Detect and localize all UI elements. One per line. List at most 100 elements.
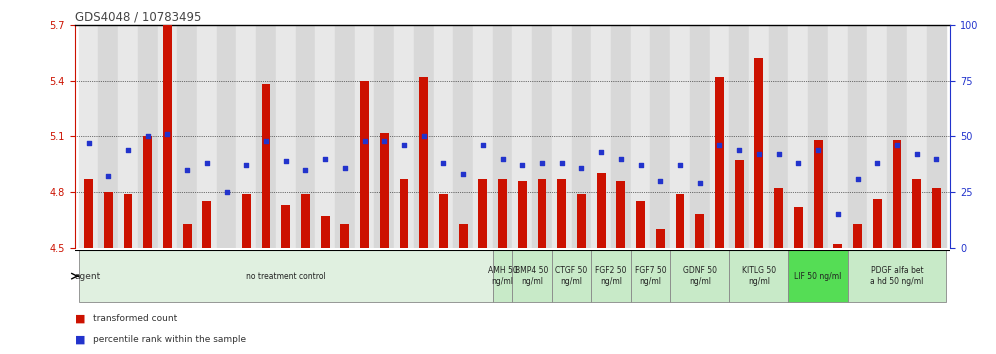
Bar [493, 25, 512, 248]
Point [870, 160, 885, 166]
Point [652, 178, 668, 184]
Point [574, 165, 590, 170]
Bar [202, 201, 211, 248]
Text: ■: ■ [75, 335, 86, 345]
Bar [729, 25, 749, 248]
Point [101, 173, 117, 179]
Bar [419, 77, 428, 248]
Bar [892, 140, 901, 248]
Bar [789, 25, 808, 248]
Bar [814, 140, 823, 248]
Bar [774, 188, 783, 248]
Point [613, 156, 628, 161]
Text: FGF2 50
ng/ml: FGF2 50 ng/ml [596, 267, 626, 286]
Bar [374, 25, 394, 248]
Point [435, 160, 451, 166]
Bar [572, 25, 592, 248]
FancyBboxPatch shape [630, 250, 670, 302]
Bar [104, 192, 113, 248]
Point [594, 149, 610, 155]
Bar [316, 25, 335, 248]
Bar [597, 173, 606, 248]
Bar [769, 25, 789, 248]
Bar [433, 25, 453, 248]
Bar [690, 25, 709, 248]
Bar [611, 25, 630, 248]
Bar [256, 25, 276, 248]
Point [396, 142, 412, 148]
Bar [439, 194, 448, 248]
Bar [538, 179, 547, 248]
Bar [177, 25, 197, 248]
Bar [932, 188, 941, 248]
Bar [473, 25, 493, 248]
FancyBboxPatch shape [670, 250, 729, 302]
Bar [459, 224, 467, 248]
Text: FGF7 50
ng/ml: FGF7 50 ng/ml [634, 267, 666, 286]
FancyBboxPatch shape [552, 250, 592, 302]
Bar [99, 25, 119, 248]
Bar [828, 25, 848, 248]
Bar [124, 194, 132, 248]
Bar [834, 244, 843, 248]
Text: PDGF alfa bet
a hd 50 ng/ml: PDGF alfa bet a hd 50 ng/ml [871, 267, 923, 286]
Text: KITLG 50
ng/ml: KITLG 50 ng/ml [742, 267, 776, 286]
Bar [656, 229, 664, 248]
Point [317, 156, 333, 161]
Point [258, 138, 274, 144]
FancyBboxPatch shape [512, 250, 552, 302]
Point [908, 151, 924, 157]
Point [337, 165, 353, 170]
FancyBboxPatch shape [729, 250, 789, 302]
Bar [498, 179, 507, 248]
Bar [143, 136, 152, 248]
Bar [670, 25, 690, 248]
Text: GDNF 50
ng/ml: GDNF 50 ng/ml [683, 267, 717, 286]
Point [81, 140, 97, 146]
Bar [512, 25, 532, 248]
Bar [872, 199, 881, 248]
Bar [675, 194, 684, 248]
Bar [281, 205, 290, 248]
Point [298, 167, 314, 172]
Bar [321, 216, 330, 248]
Bar [715, 77, 724, 248]
Bar [157, 25, 177, 248]
Point [554, 160, 570, 166]
Bar [735, 160, 744, 248]
Bar [394, 25, 414, 248]
Text: LIF 50 ng/ml: LIF 50 ng/ml [795, 272, 842, 281]
Point [850, 176, 866, 182]
Text: BMP4 50
ng/ml: BMP4 50 ng/ml [516, 267, 549, 286]
Text: no treatment control: no treatment control [246, 272, 326, 281]
FancyBboxPatch shape [848, 250, 946, 302]
Bar [794, 207, 803, 248]
Text: GDS4048 / 10783495: GDS4048 / 10783495 [75, 11, 201, 24]
Bar [361, 80, 369, 248]
Bar [650, 25, 670, 248]
Bar [709, 25, 729, 248]
Text: percentile rank within the sample: percentile rank within the sample [93, 335, 246, 344]
Bar [335, 25, 355, 248]
Point [238, 162, 254, 168]
FancyBboxPatch shape [592, 250, 630, 302]
Bar [182, 224, 191, 248]
Text: ■: ■ [75, 314, 86, 324]
Point [455, 171, 471, 177]
Bar [912, 179, 921, 248]
Point [928, 156, 944, 161]
Bar [636, 201, 645, 248]
Bar [552, 25, 572, 248]
Bar [592, 25, 611, 248]
Point [751, 151, 767, 157]
Point [810, 147, 826, 153]
Point [830, 211, 846, 217]
Bar [163, 25, 172, 248]
Bar [532, 25, 552, 248]
Bar [84, 179, 93, 248]
Point [495, 156, 511, 161]
Bar [217, 25, 236, 248]
Point [692, 180, 708, 186]
Point [475, 142, 491, 148]
Point [632, 162, 648, 168]
